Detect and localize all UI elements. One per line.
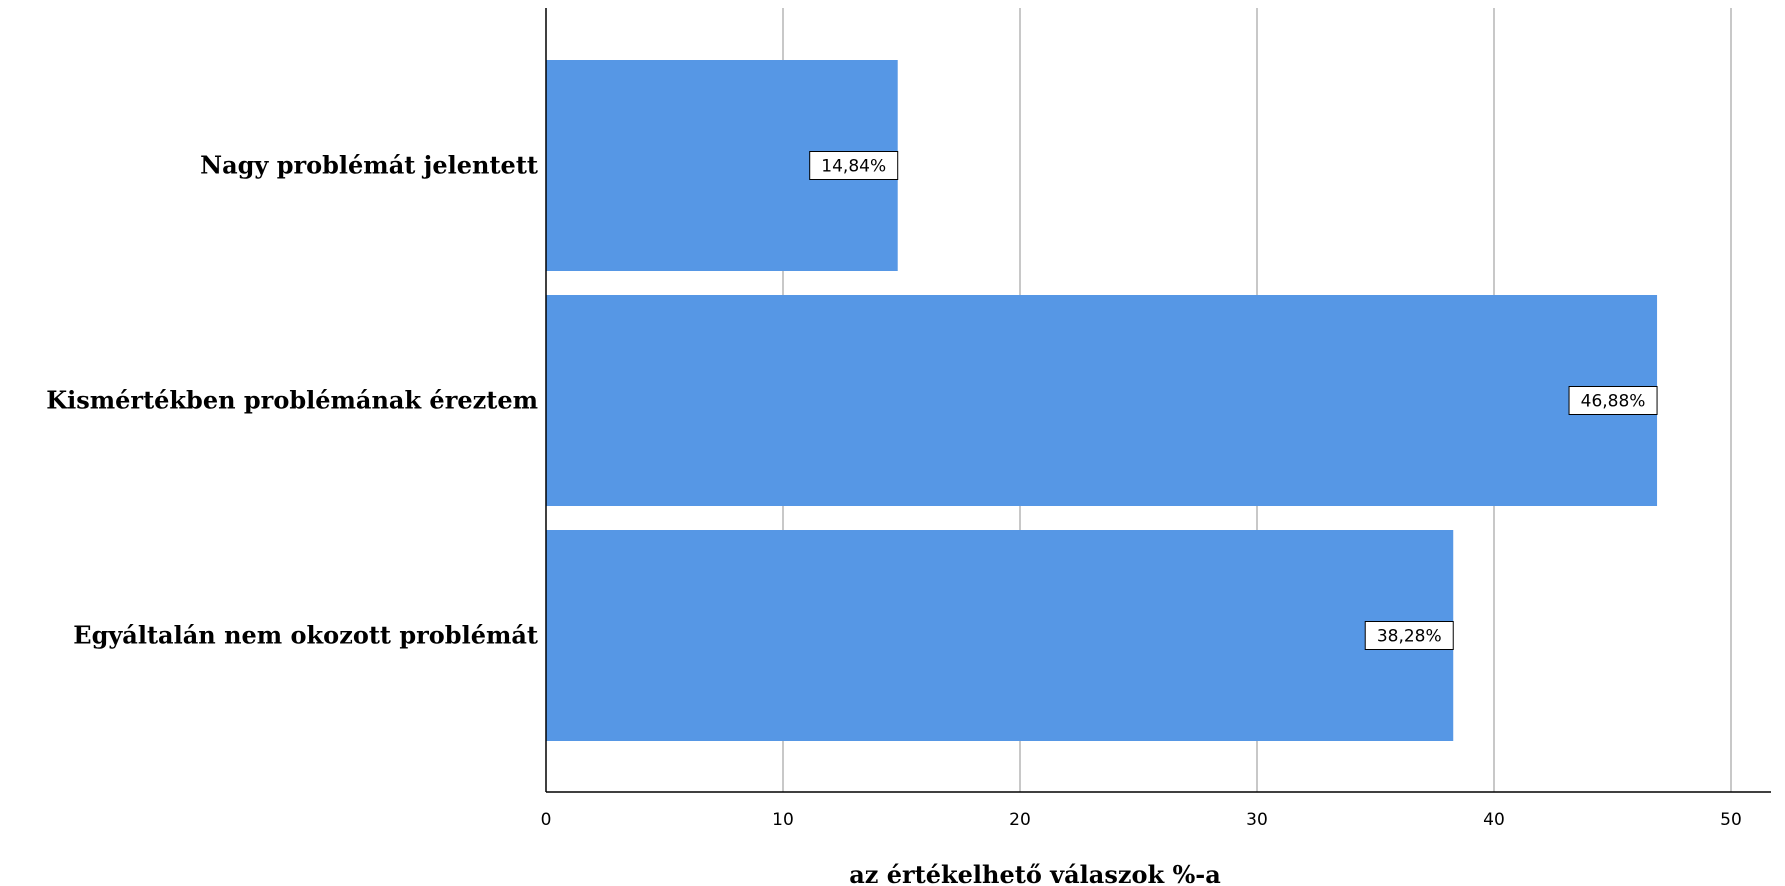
category-label: Kismértékben problémának éreztem <box>46 386 538 415</box>
tick-labels: 0 10 20 30 40 50 <box>541 810 1742 830</box>
category-labels: Nagy problémát jelentett Kismértékben pro… <box>46 151 538 650</box>
x-tick-label: 30 <box>1246 810 1268 830</box>
data-labels: 14,84% 46,88% 38,28% <box>809 151 1658 650</box>
x-tick-label: 10 <box>772 810 794 830</box>
x-tick-label: 20 <box>1009 810 1031 830</box>
bars <box>546 60 1658 741</box>
category-label: Nagy problémát jelentett <box>200 151 538 180</box>
data-label-box <box>1568 386 1658 415</box>
x-tick-label: 50 <box>1720 810 1742 830</box>
bar <box>546 295 1658 506</box>
axes <box>545 8 1771 793</box>
data-label: 46,88% <box>1581 392 1646 412</box>
x-tick-label: 0 <box>541 810 552 830</box>
data-label-box <box>1364 621 1454 650</box>
x-axis-title: az értékelhető válaszok %-a <box>849 860 1221 886</box>
category-label: Egyáltalán nem okozott problémát <box>73 621 538 650</box>
bar <box>546 530 1454 741</box>
x-tick-label: 40 <box>1483 810 1505 830</box>
data-label: 14,84% <box>821 157 886 177</box>
data-label-box <box>809 151 899 180</box>
data-label: 38,28% <box>1377 627 1442 647</box>
